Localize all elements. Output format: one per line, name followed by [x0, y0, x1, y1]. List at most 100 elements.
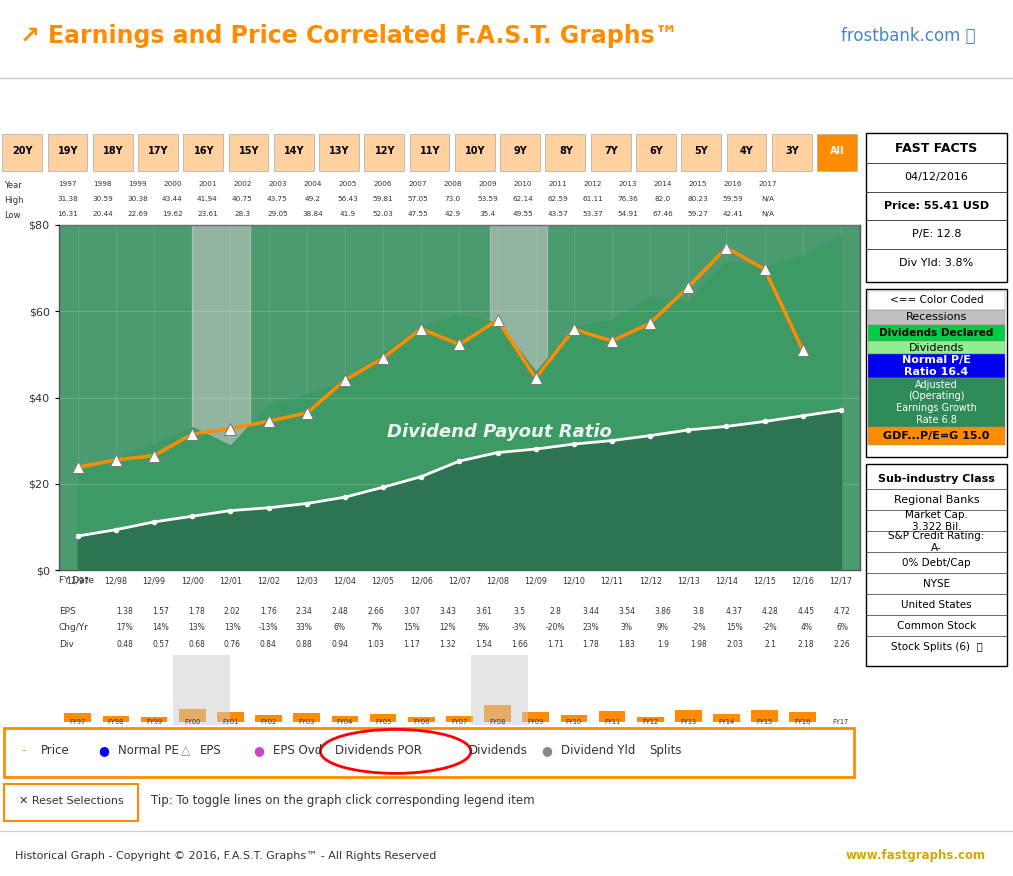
- Bar: [500, 134, 540, 172]
- Text: 1.76: 1.76: [259, 606, 277, 616]
- Text: 2008: 2008: [444, 181, 462, 187]
- Text: 2001: 2001: [199, 181, 217, 187]
- Text: FY10: FY10: [565, 719, 582, 725]
- Bar: [772, 134, 811, 172]
- Text: 2.66: 2.66: [368, 606, 384, 616]
- Text: 3.61: 3.61: [475, 606, 492, 616]
- Text: Price: 55.41 USD: Price: 55.41 USD: [884, 201, 989, 211]
- Text: 4%: 4%: [800, 623, 812, 632]
- Bar: [192, 225, 249, 570]
- Text: 12/12: 12/12: [638, 576, 661, 585]
- Text: Adjusted
(Operating)
Earnings Growth
Rate 6.8: Adjusted (Operating) Earnings Growth Rat…: [897, 380, 977, 425]
- Text: 4Y: 4Y: [741, 145, 754, 156]
- Text: 18Y: 18Y: [103, 145, 124, 156]
- Bar: [789, 712, 816, 722]
- Bar: [868, 378, 1005, 427]
- Text: 49.2: 49.2: [305, 196, 320, 202]
- Text: 19Y: 19Y: [58, 145, 78, 156]
- Text: 53.37: 53.37: [582, 211, 603, 217]
- Text: EPS Ovd: EPS Ovd: [272, 744, 322, 757]
- Text: 38.84: 38.84: [302, 211, 323, 217]
- Text: Year: Year: [4, 181, 22, 190]
- Bar: [4, 784, 138, 822]
- Text: 43.57: 43.57: [547, 211, 568, 217]
- Text: FY00: FY00: [184, 719, 201, 725]
- Text: 30.38: 30.38: [127, 196, 148, 202]
- Bar: [319, 134, 359, 172]
- Bar: [868, 427, 1005, 445]
- Text: 43.75: 43.75: [267, 196, 288, 202]
- Text: FY99: FY99: [146, 719, 162, 725]
- Text: 2017: 2017: [759, 181, 777, 187]
- Text: FY11: FY11: [604, 719, 620, 725]
- Text: 56.43: 56.43: [337, 196, 358, 202]
- Text: FY13: FY13: [681, 719, 696, 725]
- Text: 3.44: 3.44: [582, 606, 600, 616]
- Text: 12/13: 12/13: [677, 576, 700, 585]
- Text: 4.72: 4.72: [834, 606, 851, 616]
- Text: 35.4: 35.4: [479, 211, 495, 217]
- Text: -2%: -2%: [763, 623, 778, 632]
- Text: Cullen/Frost Bankers, Inc.(NYSE:CFR): Cullen/Frost Bankers, Inc.(NYSE:CFR): [212, 95, 648, 115]
- Text: 2016: 2016: [723, 181, 742, 187]
- Text: Stock Splits (6)  ⓘ: Stock Splits (6) ⓘ: [890, 642, 983, 652]
- Text: 12/07: 12/07: [448, 576, 471, 585]
- Text: Splits: Splits: [649, 744, 682, 757]
- Text: 73.0: 73.0: [445, 196, 461, 202]
- Text: Dividend Yld: Dividend Yld: [561, 744, 635, 757]
- Text: 12/09: 12/09: [524, 576, 547, 585]
- Text: 2014: 2014: [653, 181, 672, 187]
- Text: 12/16: 12/16: [791, 576, 814, 585]
- Text: 4.37: 4.37: [726, 606, 743, 616]
- Bar: [217, 711, 244, 722]
- Text: 40.75: 40.75: [232, 196, 253, 202]
- Text: 2005: 2005: [338, 181, 357, 187]
- Text: 2006: 2006: [373, 181, 392, 187]
- Text: 76.36: 76.36: [617, 196, 638, 202]
- Text: Market Cap.
3.322 Bil.: Market Cap. 3.322 Bil.: [905, 510, 968, 532]
- Text: 54.91: 54.91: [617, 211, 638, 217]
- Text: <== Color Coded: <== Color Coded: [889, 295, 984, 306]
- Bar: [365, 134, 404, 172]
- Bar: [560, 715, 588, 722]
- Bar: [102, 716, 130, 722]
- Text: 57.05: 57.05: [407, 196, 427, 202]
- Text: 16Y: 16Y: [193, 145, 214, 156]
- Text: 2.03: 2.03: [726, 639, 743, 648]
- Bar: [484, 705, 511, 722]
- Text: 0.84: 0.84: [259, 639, 277, 648]
- Text: FY16: FY16: [794, 719, 811, 725]
- Text: 14Y: 14Y: [284, 145, 305, 156]
- Bar: [141, 717, 167, 722]
- Text: 12%: 12%: [440, 623, 456, 632]
- Text: United States: United States: [902, 600, 971, 610]
- Text: △: △: [180, 744, 194, 757]
- Bar: [523, 711, 549, 722]
- Text: Historical Graph - Copyright © 2016, F.A.S.T. Graphs™ - All Rights Reserved: Historical Graph - Copyright © 2016, F.A…: [15, 851, 437, 860]
- Text: 3.8: 3.8: [693, 606, 705, 616]
- Bar: [752, 710, 778, 722]
- Text: 33%: 33%: [296, 623, 313, 632]
- Text: 15%: 15%: [726, 623, 743, 632]
- Text: P/E: 12.8: P/E: 12.8: [912, 230, 961, 239]
- Bar: [93, 134, 133, 172]
- Text: NYSE: NYSE: [923, 579, 950, 589]
- Text: -20%: -20%: [545, 623, 565, 632]
- Text: 4.45: 4.45: [797, 606, 814, 616]
- Text: ↗ Earnings and Price Correlated F.A.S.T. Graphs™: ↗ Earnings and Price Correlated F.A.S.T.…: [20, 24, 679, 48]
- Bar: [726, 134, 767, 172]
- Text: 53.59: 53.59: [477, 196, 498, 202]
- Text: 43.44: 43.44: [162, 196, 182, 202]
- Text: FY05: FY05: [375, 719, 391, 725]
- Text: Dividends Declared: Dividends Declared: [879, 328, 994, 338]
- Text: ✕ Reset Selections: ✕ Reset Selections: [19, 795, 124, 806]
- Text: 9Y: 9Y: [514, 145, 528, 156]
- Text: 82.0: 82.0: [654, 196, 671, 202]
- Bar: [868, 291, 1005, 309]
- Text: 12Y: 12Y: [375, 145, 395, 156]
- Text: 1.54: 1.54: [475, 639, 492, 648]
- Text: All: All: [831, 145, 845, 156]
- Text: Common Stock: Common Stock: [897, 621, 977, 631]
- Text: EPS: EPS: [200, 744, 221, 757]
- Text: FY12: FY12: [642, 719, 658, 725]
